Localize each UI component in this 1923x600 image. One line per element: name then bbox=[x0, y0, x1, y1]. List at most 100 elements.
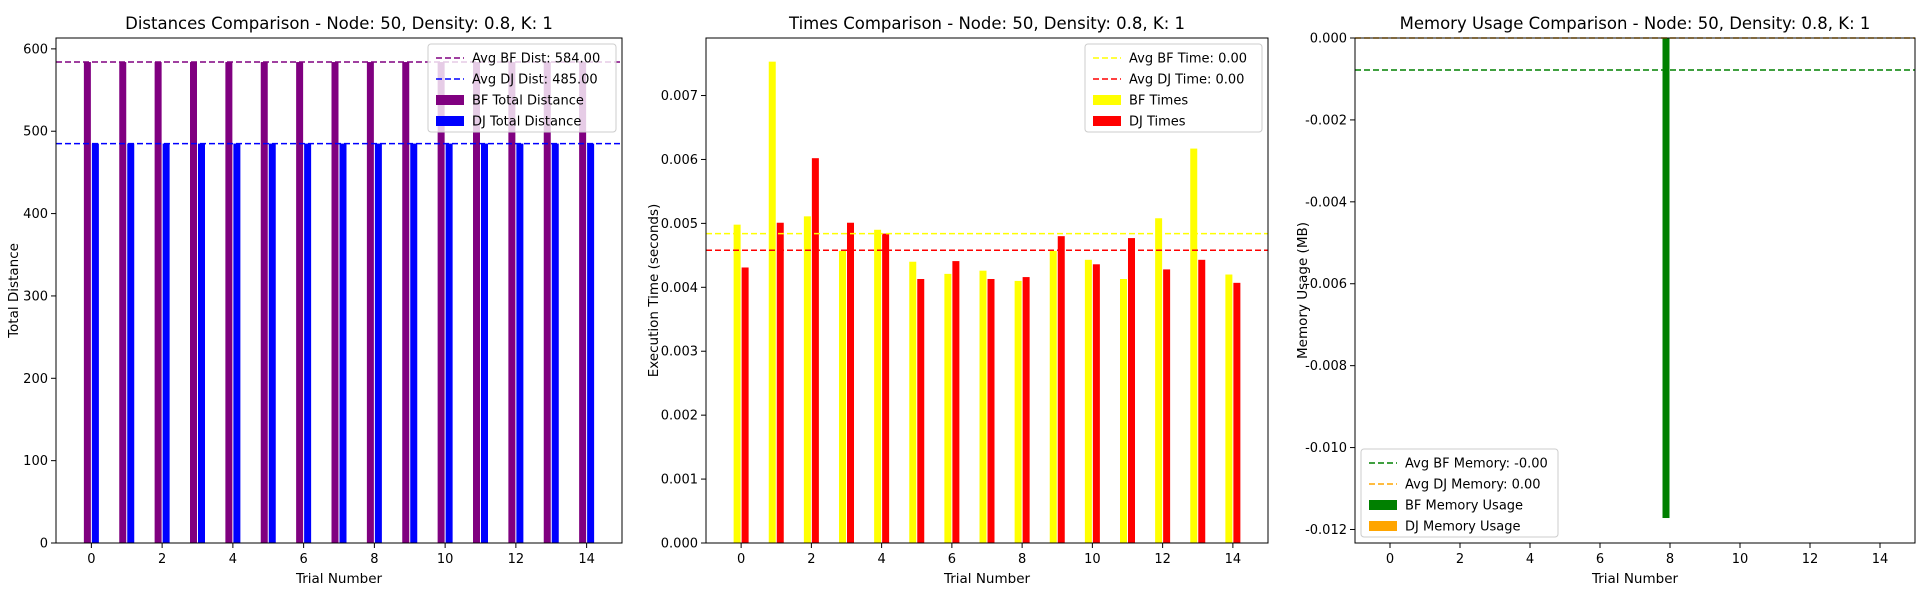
bar-bf-total-distance-12 bbox=[508, 62, 516, 544]
x-tick-label: 0 bbox=[87, 552, 95, 567]
y-tick-label: 200 bbox=[23, 372, 48, 387]
y-tick-label: -0.002 bbox=[1305, 113, 1347, 128]
bar-bf-total-distance-1 bbox=[119, 62, 127, 544]
bar-dj-times-14 bbox=[1233, 282, 1241, 543]
y-tick-label: 0.001 bbox=[661, 473, 698, 488]
y-tick-label: 0.004 bbox=[661, 281, 698, 296]
bar-dj-total-distance-7 bbox=[339, 143, 347, 544]
y-tick-label: -0.012 bbox=[1305, 523, 1347, 538]
bar-bf-times-1 bbox=[768, 61, 776, 544]
legend-box bbox=[1084, 43, 1263, 133]
bar-bf-total-distance-10 bbox=[437, 62, 445, 544]
y-tick-label: -0.010 bbox=[1305, 441, 1347, 456]
x-tick-label: 12 bbox=[1154, 552, 1171, 567]
bar-dj-times-2 bbox=[811, 158, 819, 543]
bar-dj-total-distance-1 bbox=[127, 143, 135, 544]
y-tick-label: 500 bbox=[23, 125, 48, 140]
bar-bf-total-distance-7 bbox=[331, 62, 339, 544]
legend: Avg BF Memory: -0.00 Avg DJ Memory: 0.00 B… bbox=[1360, 448, 1559, 538]
y-tick-label: 0.000 bbox=[1310, 32, 1347, 47]
x-tick-label: 4 bbox=[877, 552, 885, 567]
y-axis-label: Total Distance bbox=[6, 243, 22, 339]
bar-bf-total-distance-2 bbox=[154, 62, 162, 544]
legend-label: Avg BF Time: 0.00 bbox=[1129, 52, 1247, 67]
y-tick-label: -0.006 bbox=[1305, 277, 1347, 292]
bar-dj-times-13 bbox=[1198, 259, 1206, 543]
x-tick-label: 0 bbox=[737, 552, 745, 567]
chart-title: Distances Comparison - Node: 50, Density… bbox=[125, 14, 553, 33]
bar-bf-total-distance-4 bbox=[225, 62, 233, 544]
x-tick-label: 10 bbox=[437, 552, 454, 567]
chart-title: Memory Usage Comparison - Node: 50, Dens… bbox=[1400, 14, 1871, 33]
x-axis-label: Trial Number bbox=[943, 571, 1031, 587]
bar-dj-total-distance-0 bbox=[91, 143, 99, 544]
y-tick-label: 0.007 bbox=[661, 89, 698, 104]
bar-bf-times-3 bbox=[839, 250, 846, 543]
bar-bf-times-9 bbox=[1049, 250, 1057, 543]
bar-dj-total-distance-10 bbox=[445, 143, 453, 544]
bar-bf-times-6 bbox=[944, 273, 952, 543]
y-tick-label: 300 bbox=[23, 289, 48, 304]
chart-panel-3: Memory Usage Comparison - Node: 50, Dens… bbox=[1295, 14, 1916, 587]
legend-patch-swatch bbox=[1369, 521, 1397, 531]
bar-dj-times-8 bbox=[1022, 277, 1030, 543]
bar-dj-times-0 bbox=[741, 267, 749, 543]
bar-bf-total-distance-8 bbox=[366, 62, 374, 544]
legend-label: DJ Memory Usage bbox=[1405, 520, 1520, 535]
bar-bf-times-2 bbox=[803, 216, 811, 544]
legend-patch-swatch bbox=[1093, 116, 1121, 126]
legend-patch-swatch bbox=[436, 116, 464, 126]
axes-frame bbox=[705, 37, 1269, 544]
y-tick-label: -0.008 bbox=[1305, 359, 1347, 374]
legend-box bbox=[427, 43, 617, 133]
x-tick-label: 10 bbox=[1732, 552, 1749, 567]
bar-bf-total-distance-14 bbox=[579, 62, 587, 544]
bar-dj-total-distance-14 bbox=[587, 143, 595, 544]
y-tick-label: 100 bbox=[23, 454, 48, 469]
x-tick-label: 14 bbox=[1225, 552, 1242, 567]
bar-dj-times-1 bbox=[776, 222, 784, 543]
x-tick-label: 6 bbox=[1596, 552, 1604, 567]
y-axis-label: Execution Time (seconds) bbox=[646, 204, 662, 378]
y-axis-label: Memory Usage (MB) bbox=[1295, 222, 1311, 359]
x-tick-label: 2 bbox=[158, 552, 166, 567]
bar-dj-total-distance-9 bbox=[410, 143, 418, 544]
bar-dj-total-distance-11 bbox=[481, 143, 488, 544]
bar-dj-times-9 bbox=[1057, 236, 1065, 543]
bar-dj-total-distance-5 bbox=[268, 143, 276, 544]
chart-panel-1: Distances Comparison - Node: 50, Density… bbox=[6, 14, 623, 587]
bar-dj-times-10 bbox=[1092, 264, 1100, 543]
bar-bf-times-14 bbox=[1225, 274, 1233, 543]
legend-label: DJ Times bbox=[1129, 115, 1186, 130]
bar-bf-times-8 bbox=[1014, 280, 1022, 543]
x-tick-label: 4 bbox=[229, 552, 237, 567]
bar-bf-times-12 bbox=[1155, 218, 1163, 544]
x-axis-label: Trial Number bbox=[1591, 571, 1679, 587]
bar-dj-times-7 bbox=[987, 278, 995, 543]
x-tick-label: 4 bbox=[1526, 552, 1534, 567]
x-tick-label: 2 bbox=[1456, 552, 1464, 567]
axes-frame bbox=[55, 37, 623, 544]
y-tick-label: 0.005 bbox=[661, 217, 698, 232]
bar-dj-times-3 bbox=[847, 222, 854, 543]
axes-frame bbox=[1354, 37, 1916, 544]
y-tick-label: 0.003 bbox=[661, 345, 698, 360]
bar-dj-total-distance-3 bbox=[198, 143, 205, 544]
bar-dj-total-distance-13 bbox=[551, 143, 559, 544]
legend-patch-swatch bbox=[436, 95, 464, 105]
x-tick-label: 14 bbox=[578, 552, 595, 567]
legend-label: BF Total Distance bbox=[472, 94, 584, 109]
bar-bf-total-distance-11 bbox=[473, 62, 480, 544]
y-tick-label: 600 bbox=[23, 42, 48, 57]
bar-bf-total-distance-13 bbox=[543, 62, 551, 544]
legend-patch-swatch bbox=[1093, 95, 1121, 105]
legend-label: Avg BF Memory: -0.00 bbox=[1405, 457, 1548, 472]
bar-bf-total-distance-5 bbox=[260, 62, 268, 544]
x-tick-label: 6 bbox=[948, 552, 956, 567]
bar-bf-memory-usage-8 bbox=[1662, 38, 1670, 519]
legend: Avg BF Time: 0.00 Avg DJ Time: 0.00 BF Tim… bbox=[1084, 43, 1263, 133]
bar-bf-total-distance-3 bbox=[190, 62, 197, 544]
bar-dj-times-11 bbox=[1128, 238, 1135, 543]
x-tick-label: 8 bbox=[1018, 552, 1026, 567]
